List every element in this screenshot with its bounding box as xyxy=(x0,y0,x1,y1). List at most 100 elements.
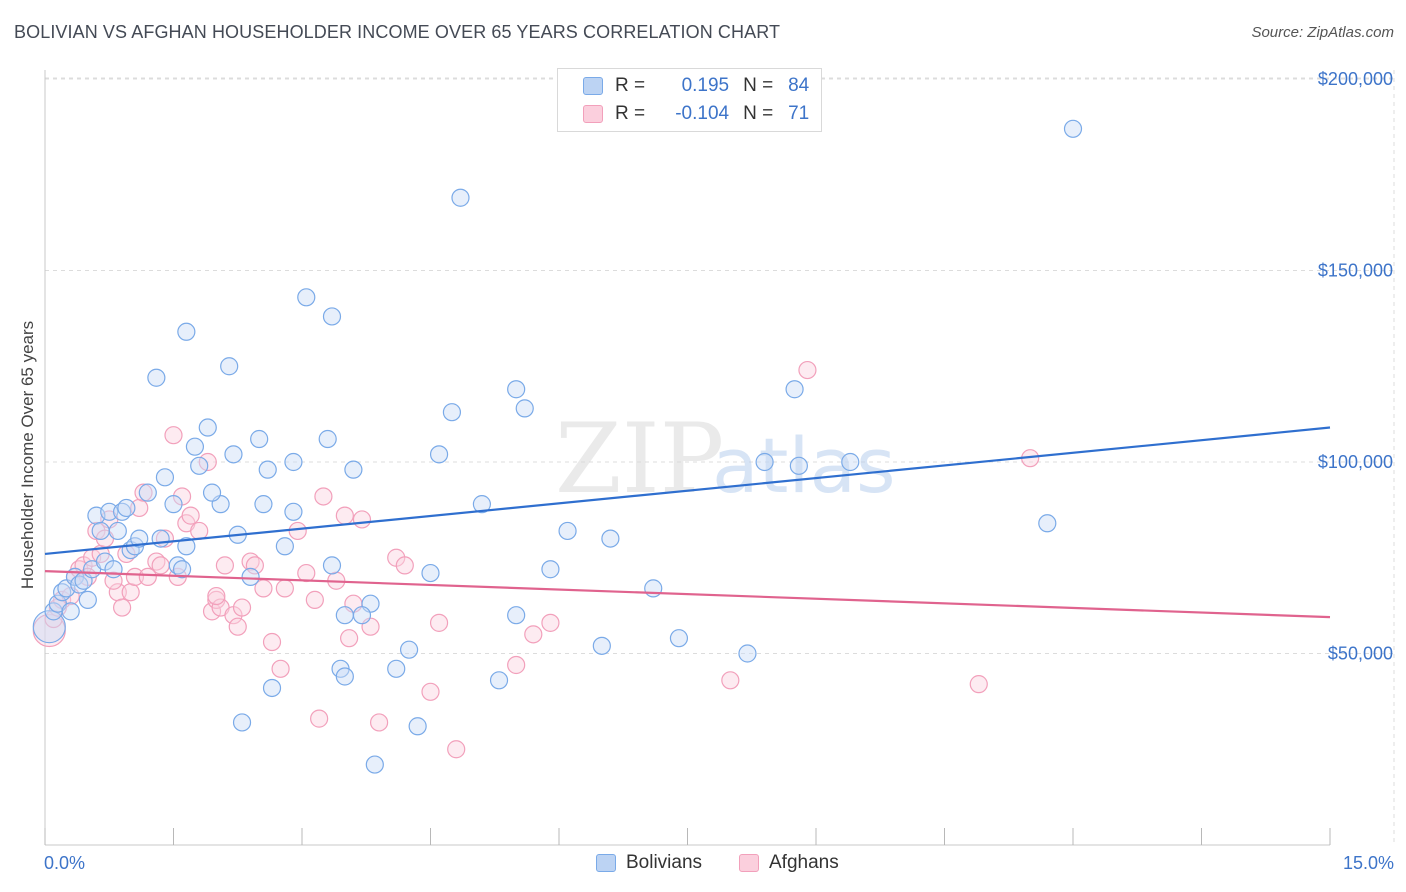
watermark-zip: ZIP xyxy=(555,403,724,515)
bolivians-point xyxy=(601,529,620,548)
afghans-point xyxy=(370,713,389,732)
r-label: R = xyxy=(615,75,646,96)
bolivians-point xyxy=(451,188,470,207)
n-label: N = xyxy=(743,103,774,124)
afghans-point xyxy=(271,659,290,678)
afghans-point xyxy=(190,521,209,541)
afghans-point xyxy=(335,506,354,525)
correlation-legend: R = 0.195 N = 84 R = -0.104 N = 71 xyxy=(557,68,822,132)
bolivians-point xyxy=(421,563,440,583)
bolivians-point xyxy=(335,667,354,686)
bolivians-point xyxy=(541,560,560,579)
afghans-point xyxy=(541,613,560,632)
bolivians-point xyxy=(258,460,277,479)
afghans-point xyxy=(310,709,329,728)
bolivians-point xyxy=(365,755,384,774)
n-label: N = xyxy=(743,75,774,96)
bolivians-point xyxy=(241,567,260,587)
bolivians-point xyxy=(399,640,419,659)
afghans-point xyxy=(245,556,264,575)
bolivians-point xyxy=(507,380,526,399)
bolivians-point xyxy=(755,452,774,472)
bolivians-point xyxy=(335,606,354,625)
bolivians-point xyxy=(147,368,166,387)
afghans-point xyxy=(262,632,282,652)
afghans-point xyxy=(215,556,234,575)
afghans-point xyxy=(969,675,988,694)
bolivians-point xyxy=(100,502,119,521)
afghans-point xyxy=(207,586,226,606)
bolivians-point xyxy=(1063,119,1083,138)
afghans-trend-line xyxy=(44,570,1331,619)
afghans-point xyxy=(305,590,324,609)
bolivians-point xyxy=(669,629,689,648)
legend-label-afghans: Afghans xyxy=(769,852,839,873)
legend-item-afghans[interactable]: Afghans xyxy=(739,852,839,874)
legend-row-afghans: R = -0.104 N = 71 xyxy=(583,102,809,126)
x-tick-label-max: 15.0% xyxy=(1342,853,1394,873)
bolivians-point xyxy=(558,521,577,541)
bolivians-point xyxy=(472,495,491,514)
bolivians-point xyxy=(61,602,80,621)
bolivians-swatch-icon xyxy=(583,77,603,95)
bolivians-point xyxy=(322,556,342,575)
bolivians-point xyxy=(322,307,342,326)
bolivians-legend-icon xyxy=(596,854,616,872)
afghans-point xyxy=(181,506,200,525)
bolivians-point xyxy=(78,590,97,609)
bolivians-point xyxy=(177,537,196,556)
n-value-bolivians: 84 xyxy=(788,75,810,96)
afghans-legend-icon xyxy=(739,854,759,872)
bolivians-point xyxy=(138,483,157,502)
bolivians-point xyxy=(785,380,804,399)
y-tick-labels: $50,000 $100,000 $150,000 $200,000 xyxy=(1318,69,1393,664)
bolivians-point xyxy=(429,445,449,464)
bolivians-point xyxy=(151,529,170,548)
bolivians-points xyxy=(32,119,1083,774)
bolivians-point xyxy=(352,606,372,625)
afghans-point xyxy=(395,556,414,575)
afghans-point xyxy=(164,426,183,445)
afghans-point xyxy=(447,740,466,759)
y-tick-label: $200,000 xyxy=(1318,69,1393,89)
afghans-point xyxy=(288,521,307,541)
r-label: R = xyxy=(615,103,646,124)
afghans-point xyxy=(228,617,247,636)
chart-source: Source: ZipAtlas.com xyxy=(1251,24,1394,41)
bolivians-point xyxy=(841,452,860,472)
afghans-point xyxy=(275,579,294,598)
bolivians-point xyxy=(262,678,282,698)
bolivians-point xyxy=(91,521,110,541)
bolivians-point xyxy=(198,418,217,437)
y-tick-label: $150,000 xyxy=(1318,261,1393,281)
y-tick-label: $100,000 xyxy=(1318,452,1393,472)
bolivians-trend-line xyxy=(44,426,1331,556)
bolivians-point xyxy=(155,468,175,487)
bolivians-point xyxy=(185,437,205,456)
afghans-swatch-icon xyxy=(583,105,603,123)
afghans-point xyxy=(125,567,145,587)
legend-row-bolivians: R = 0.195 N = 84 xyxy=(583,74,809,98)
legend-item-bolivians[interactable]: Bolivians xyxy=(596,852,702,874)
n-value-afghans: 71 xyxy=(788,103,810,124)
r-value-afghans: -0.104 xyxy=(675,103,730,124)
bolivians-point xyxy=(789,456,808,475)
afghans-point xyxy=(232,598,252,617)
y-tick-label: $50,000 xyxy=(1328,644,1393,664)
bolivians-point xyxy=(507,606,526,625)
bolivians-point xyxy=(232,713,252,732)
bolivians-point xyxy=(442,403,462,422)
bolivians-point xyxy=(108,521,127,541)
bolivians-point xyxy=(250,429,269,449)
afghans-points xyxy=(32,360,1040,759)
watermark-atlas: atlas xyxy=(712,421,896,510)
bolivians-point xyxy=(408,717,427,736)
bolivians-point xyxy=(284,502,303,521)
afghans-point xyxy=(798,360,817,380)
trend-lines xyxy=(44,426,1331,619)
axes xyxy=(44,70,1331,846)
afghans-point xyxy=(421,682,440,701)
afghans-point xyxy=(721,671,740,690)
bolivians-point xyxy=(220,357,239,376)
